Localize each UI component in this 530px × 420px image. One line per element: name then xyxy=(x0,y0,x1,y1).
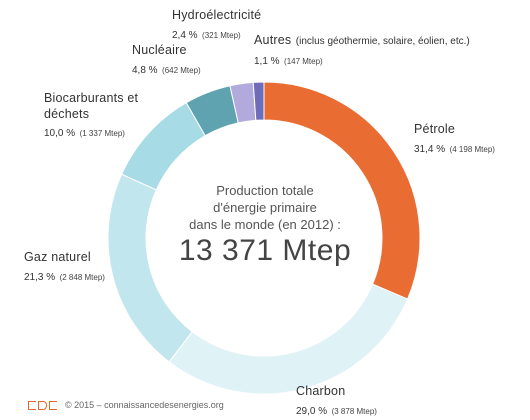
label-hydroelectricite: Hydroélectricité 2,4 % (321 Mtep) xyxy=(172,8,261,44)
slice-name: Nucléaire xyxy=(132,43,187,57)
slice-charbon xyxy=(168,283,409,395)
slice-name: Autres xyxy=(254,33,292,47)
center-caption-line: dans le monde (en 2012) : xyxy=(189,216,341,232)
slice-value: (4 198 Mtep) xyxy=(449,144,495,154)
label-autres: Autres (inclus géothermie, solaire, éoli… xyxy=(254,30,470,70)
slice-percent: 21,3 % xyxy=(24,271,56,283)
slice-name: Biocarburants et déchets xyxy=(44,91,139,121)
slice-name-suffix: (inclus géothermie, solaire, éolien, etc… xyxy=(295,36,470,47)
center-caption-line: Production totale xyxy=(216,183,314,198)
label-petrole: Pétrole 31,4 % (4 198 Mtep) xyxy=(414,122,495,158)
slice-name: Pétrole xyxy=(414,122,456,136)
slice-autres xyxy=(252,81,265,121)
slice-name: Charbon xyxy=(296,384,346,398)
slice-value: (2 848 Mtep) xyxy=(59,272,105,282)
label-charbon: Charbon 29,0 % (3 878 Mtep) xyxy=(296,384,377,420)
slice-value: (321 Mtep) xyxy=(202,30,241,40)
slice-percent: 31,4 % xyxy=(414,143,446,155)
slice-percent: 29,0 % xyxy=(296,405,328,417)
slice-value: (642 Mtep) xyxy=(162,65,201,75)
slice-name: Gaz naturel xyxy=(24,250,91,264)
slice-value: (1 337 Mtep) xyxy=(79,129,125,139)
label-gaz-naturel: Gaz naturel 21,3 % (2 848 Mtep) xyxy=(24,250,105,286)
footer: © 2015 – connaissancedesenergies.org xyxy=(28,400,224,410)
center-caption: Production totale d'énergie primaire dan… xyxy=(160,183,370,234)
label-biocarburants: Biocarburants et déchets 10,0 % (1 337 M… xyxy=(44,91,154,142)
copyright-text: © 2015 – connaissancedesenergies.org xyxy=(65,400,224,410)
slice-percent: 2,4 % xyxy=(172,29,198,41)
slice-percent: 1,1 % xyxy=(254,56,280,67)
slice-percent: 10,0 % xyxy=(44,128,76,140)
cde-logo-icon xyxy=(28,400,57,410)
slice-value: (147 Mtep) xyxy=(284,57,323,66)
label-nucleaire: Nucléaire 4,8 % (642 Mtep) xyxy=(132,43,201,79)
slice-percent: 4,8 % xyxy=(132,64,158,76)
slice-name: Hydroélectricité xyxy=(172,8,262,22)
slice-value: (3 878 Mtep) xyxy=(331,406,377,416)
center-total: 13 371 Mtep xyxy=(178,234,352,267)
center-caption-line: d'énergie primaire xyxy=(213,199,317,215)
